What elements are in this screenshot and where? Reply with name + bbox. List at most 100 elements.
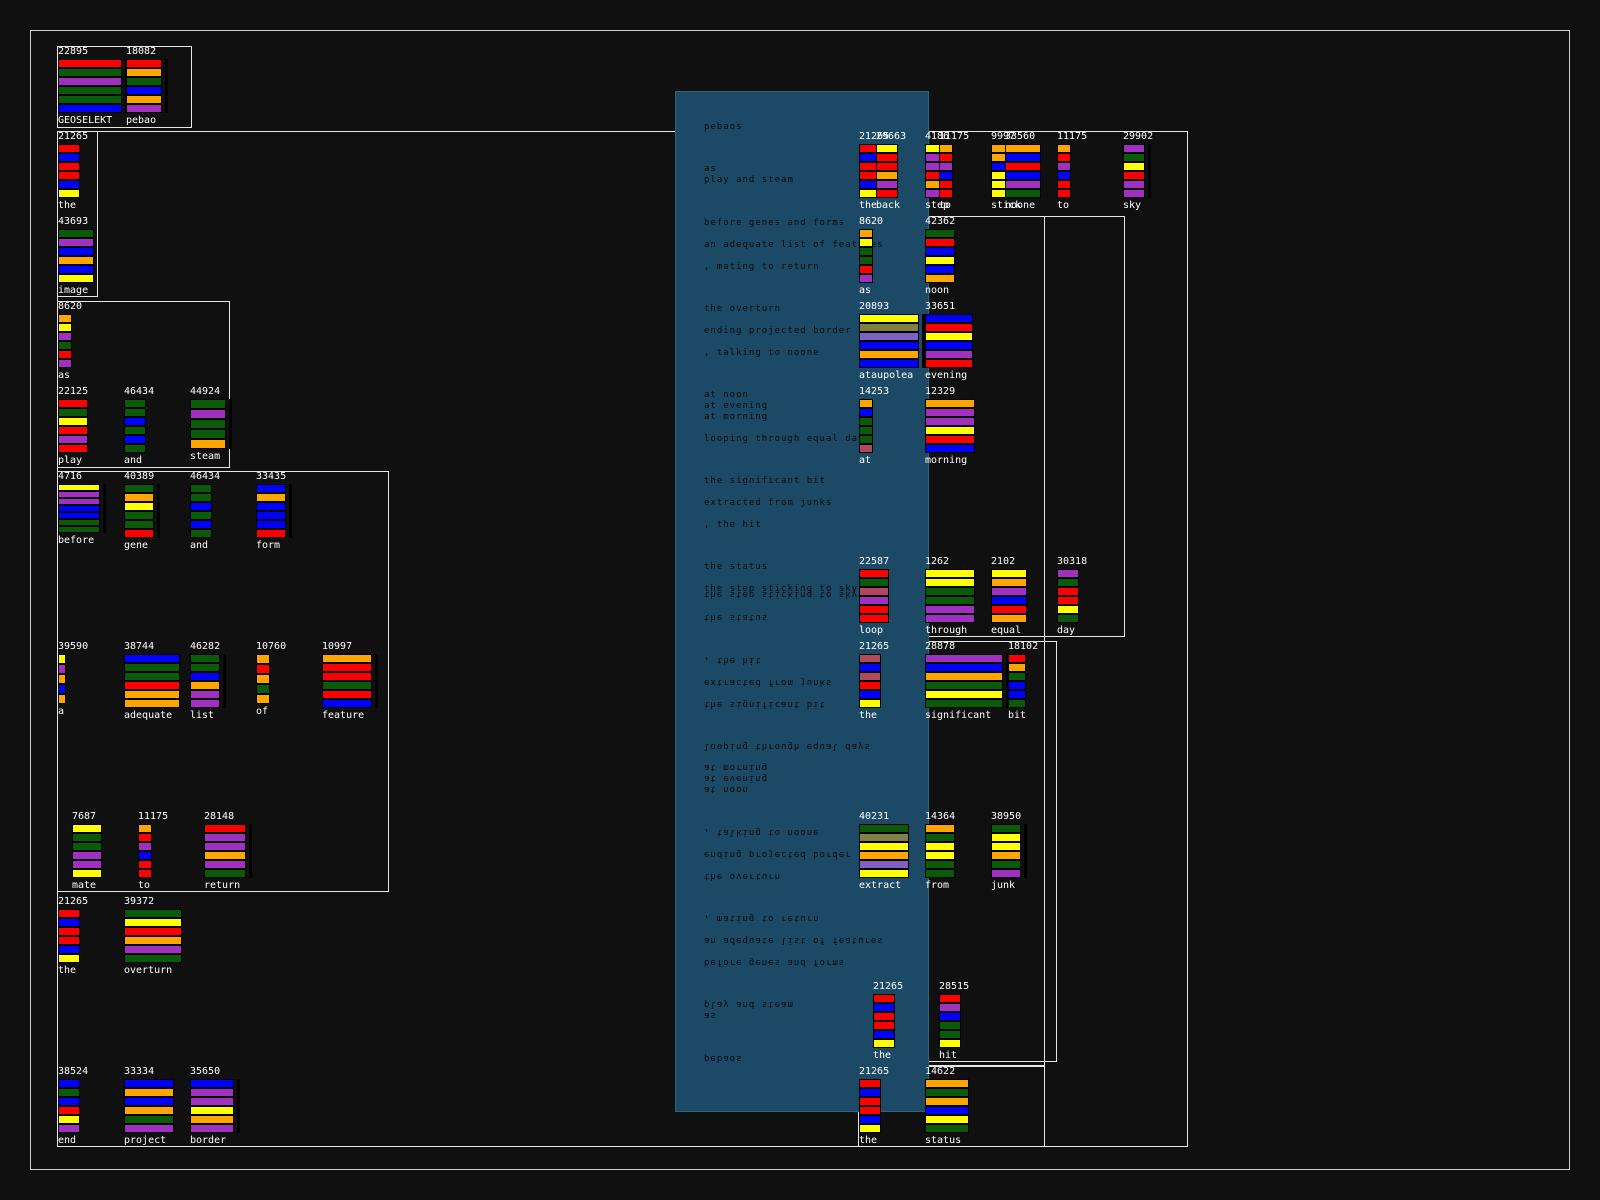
glyph-bar: [925, 332, 973, 341]
glyph-number: 33560: [1005, 131, 1036, 142]
glyph-bar: [991, 824, 1021, 833]
glyph-bar: [859, 1106, 881, 1115]
glyph-bar: [859, 247, 873, 256]
glyph-bar: [939, 1012, 961, 1021]
glyph-word: morning: [925, 455, 968, 466]
glyph-bar: [322, 654, 372, 663]
glyph-word: the: [873, 1050, 892, 1061]
glyph-bar: [58, 144, 80, 153]
glyph-bar: [1057, 605, 1079, 614]
glyph-bar: [138, 842, 152, 851]
glyph-bar: [58, 408, 88, 417]
glyph-number: 18102: [1008, 641, 1039, 652]
glyph-word: extract: [859, 880, 902, 891]
glyph-bar: [991, 833, 1021, 842]
glyph-bar: [925, 614, 975, 623]
poem-line: looping through equal days: [704, 434, 871, 444]
glyph-number: 28148: [204, 811, 235, 822]
glyph-bar: [322, 672, 372, 681]
glyph-bar: [124, 954, 182, 963]
word-glyph: 29902 sky: [1123, 132, 1163, 214]
glyph-bar: [58, 59, 122, 68]
glyph-bar: [72, 851, 102, 860]
glyph-word: step: [925, 200, 950, 211]
glyph-bar: [256, 674, 270, 684]
glyph-bar: [190, 654, 220, 663]
glyph-bar: [58, 694, 66, 704]
glyph-bar: [124, 399, 146, 408]
glyph-bar: [138, 824, 152, 833]
word-glyph: 46434 and: [124, 387, 164, 469]
glyph-word: noon: [925, 285, 950, 296]
glyph-bar: [873, 1012, 895, 1021]
glyph-bar: [1123, 189, 1145, 198]
glyph-bar: [1057, 162, 1071, 171]
glyph-bar: [124, 690, 180, 699]
glyph-word: and: [124, 455, 143, 466]
poem-line: at morning: [704, 762, 769, 772]
glyph-bar: [322, 699, 372, 708]
glyph-bar: [58, 153, 80, 162]
glyph-number: 40389: [124, 471, 155, 482]
glyph-word: to: [939, 200, 952, 211]
glyph-bar: [1008, 690, 1026, 699]
poem-line: , the hit: [704, 520, 762, 530]
word-glyph: 40389 gene: [124, 472, 164, 554]
glyph-number: 4716: [58, 471, 83, 482]
glyph-bar: [925, 350, 973, 359]
glyph-bar: [859, 860, 909, 869]
glyph-bar: [859, 426, 873, 435]
glyph-number: 11175: [138, 811, 169, 822]
glyph-tick: [103, 484, 106, 533]
glyph-bar: [925, 238, 955, 247]
poem-line: the overturn: [704, 304, 782, 314]
glyph-bar: [126, 86, 162, 95]
poem-line: pebaos: [704, 1053, 743, 1063]
glyph-number: 7687: [72, 811, 97, 822]
glyph-bar: [190, 690, 220, 699]
glyph-bar: [925, 417, 975, 426]
glyph-bar: [126, 77, 162, 86]
glyph-bar: [58, 162, 80, 171]
glyph-bar: [58, 180, 80, 189]
glyph-tick: [1148, 144, 1151, 198]
glyph-bar: [124, 663, 180, 672]
glyph-bar: [126, 59, 162, 68]
poem-line: at noon: [704, 784, 749, 794]
glyph-bar: [925, 587, 975, 596]
glyph-tick: [249, 824, 252, 878]
glyph-number: 22587: [859, 556, 890, 567]
poem-line: pebaos: [704, 122, 743, 132]
glyph-bar: [58, 359, 72, 368]
glyph-bar: [859, 408, 873, 417]
glyph-bar: [256, 502, 286, 511]
glyph-bar: [124, 1079, 174, 1088]
glyph-bar: [58, 104, 122, 113]
poem-panel: pebaos as play and steam before genes and f…: [675, 91, 929, 1112]
word-glyph: 21265 the: [859, 1067, 899, 1149]
glyph-bar: [876, 144, 898, 153]
glyph-bar: [991, 605, 1027, 614]
glyph-word: through: [925, 625, 968, 636]
glyph-bar: [190, 419, 226, 429]
glyph-number: 8620: [58, 301, 83, 312]
glyph-bar: [925, 435, 975, 444]
glyph-word: image: [58, 285, 89, 296]
glyph-bar: [991, 851, 1021, 860]
glyph-bar: [126, 68, 162, 77]
glyph-bar: [58, 95, 122, 104]
glyph-word: from: [925, 880, 950, 891]
glyph-number: 39372: [124, 896, 155, 907]
glyph-bar: [925, 399, 975, 408]
frame-left-line1: [57, 131, 98, 297]
poem-line: the status: [704, 612, 769, 622]
glyph-bar: [58, 936, 80, 945]
glyph-bar: [124, 408, 146, 417]
poem-line: as: [704, 164, 717, 174]
glyph-bar: [58, 229, 94, 238]
glyph-bar: [1057, 596, 1079, 605]
glyph-word: as: [58, 370, 71, 381]
glyph-bar: [58, 171, 80, 180]
word-glyph: 14364 from: [925, 812, 965, 894]
glyph-bar: [859, 605, 889, 614]
